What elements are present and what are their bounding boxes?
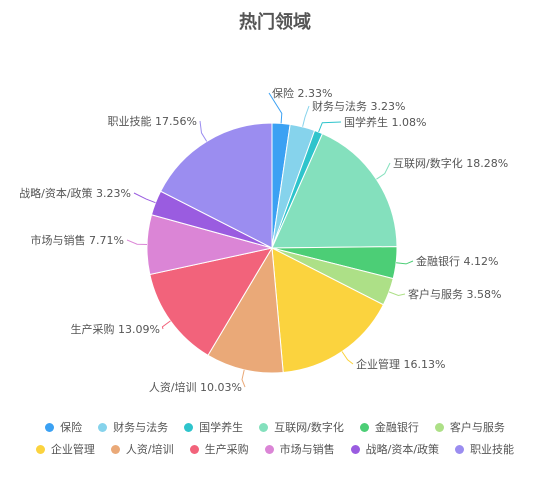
legend-label: 职业技能 bbox=[470, 443, 515, 456]
slice-label: 财务与法务 3.23% bbox=[312, 99, 405, 113]
label-leader-line bbox=[302, 105, 310, 127]
slice-label: 人资/培训 10.03% bbox=[149, 380, 242, 394]
label-leader-line bbox=[318, 121, 342, 133]
legend-item[interactable]: 职业技能 bbox=[455, 441, 514, 457]
slice-label: 保险 2.33% bbox=[272, 86, 332, 100]
legend-marker-icon bbox=[110, 444, 120, 454]
legend-item[interactable]: 互联网/数字化 bbox=[259, 419, 344, 435]
label-leader-line bbox=[341, 351, 354, 365]
legend-item[interactable]: 市场与销售 bbox=[264, 441, 335, 457]
legend-label: 市场与销售 bbox=[279, 443, 335, 456]
label-leader-line bbox=[376, 162, 391, 180]
legend-label: 金融银行 bbox=[374, 421, 419, 434]
legend-item[interactable]: 人资/培训 bbox=[110, 441, 174, 457]
slice-label: 职业技能 17.56% bbox=[108, 114, 197, 128]
legend-marker-icon bbox=[45, 422, 55, 432]
slice-label: 金融银行 4.12% bbox=[416, 254, 498, 268]
legend-item[interactable]: 保险 bbox=[45, 419, 82, 435]
legend-marker-icon bbox=[189, 444, 199, 454]
legend-item[interactable]: 财务与法务 bbox=[98, 419, 168, 435]
slice-label: 生产采购 13.09% bbox=[71, 322, 160, 336]
legend-label: 国学养生 bbox=[199, 421, 244, 434]
legend-marker-icon bbox=[359, 422, 369, 432]
label-leader-line bbox=[199, 120, 208, 142]
legend-row: 保险 财务与法务 国学养生 互联网/数字化 金融银行 客户与服务 bbox=[0, 416, 550, 438]
slice-label: 互联网/数字化 18.28% bbox=[393, 156, 508, 170]
slice-label: 客户与服务 3.58% bbox=[408, 287, 501, 301]
legend-label: 财务与法务 bbox=[113, 421, 169, 434]
legend-item[interactable]: 国学养生 bbox=[184, 419, 243, 435]
label-leader-line bbox=[388, 291, 406, 297]
legend-marker-icon bbox=[264, 444, 274, 454]
slice-label: 国学养生 1.08% bbox=[344, 115, 426, 129]
legend-label: 企业管理 bbox=[50, 443, 95, 456]
pie-slice[interactable] bbox=[207, 246, 284, 374]
legend-item[interactable]: 金融银行 bbox=[359, 419, 419, 435]
legend-label: 战略/资本/政策 bbox=[365, 443, 440, 456]
legend-marker-icon bbox=[259, 422, 269, 432]
legend-label: 互联网/数字化 bbox=[274, 421, 344, 434]
legend-label: 保险 bbox=[60, 421, 83, 434]
legend-item[interactable]: 客户与服务 bbox=[434, 419, 505, 435]
pie-slice[interactable] bbox=[271, 132, 398, 249]
pie-chart: 保险 2.33%财务与法务 3.23% 国学养生 1.08% 互联网/数字化 18.… bbox=[19, 86, 508, 394]
legend-row: 企业管理 人资/培训 生产采购 市场与销售 战略/资本/政策 职业技能 bbox=[0, 438, 550, 460]
label-leader-line bbox=[396, 260, 414, 265]
slice-label: 企业管理 16.13% bbox=[356, 357, 445, 371]
legend-marker-icon bbox=[184, 422, 194, 432]
legend-item[interactable]: 企业管理 bbox=[35, 441, 95, 457]
pie-slice[interactable] bbox=[159, 122, 273, 249]
slice-label: 市场与销售 7.71% bbox=[31, 233, 124, 247]
chart-title: 热门领域 bbox=[239, 12, 311, 33]
legend-marker-icon bbox=[350, 444, 360, 454]
legend-marker-icon bbox=[455, 444, 465, 454]
label-leader-line bbox=[161, 320, 171, 330]
legend-item[interactable]: 战略/资本/政策 bbox=[350, 441, 440, 457]
legend-marker-icon bbox=[98, 422, 108, 432]
legend-marker-icon bbox=[35, 444, 45, 454]
label-leader-line bbox=[268, 92, 283, 124]
slice-label: 战略/资本/政策 3.23% bbox=[19, 186, 131, 200]
legend-label: 客户与服务 bbox=[449, 421, 505, 434]
label-leader-line bbox=[133, 192, 156, 204]
pie-slice[interactable] bbox=[149, 247, 274, 357]
legend-label: 生产采购 bbox=[204, 443, 249, 456]
label-leader-line bbox=[241, 369, 246, 388]
chart-legend: 保险 财务与法务 国学养生 互联网/数字化 金融银行 客户与服务 企业管理 人资/培训 生产采… bbox=[0, 416, 550, 460]
legend-marker-icon bbox=[434, 422, 444, 432]
legend-label: 人资/培训 bbox=[125, 443, 174, 456]
legend-item[interactable]: 生产采购 bbox=[189, 441, 249, 457]
label-leader-line bbox=[126, 239, 148, 245]
